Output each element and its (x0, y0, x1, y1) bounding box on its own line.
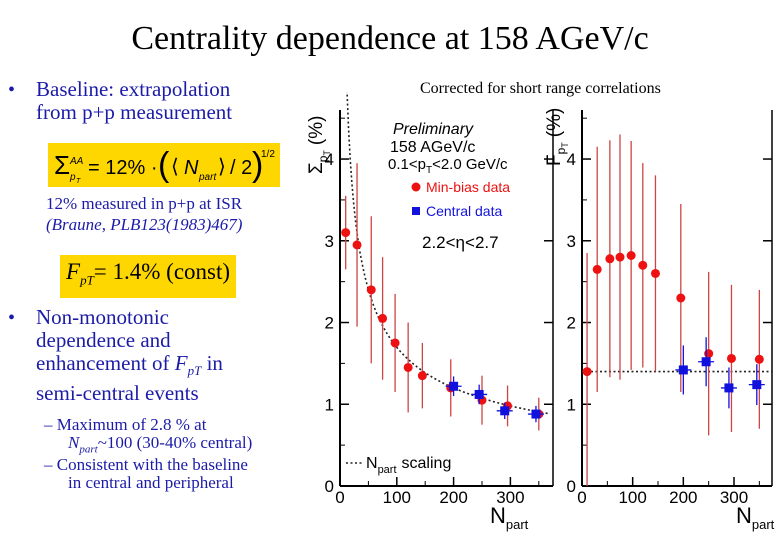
energy-label: 158 AGeV/c (390, 139, 475, 156)
fpt-baseline-highlight: FpT= 1.4% (const) (60, 255, 237, 298)
corrected-label: Corrected for short range correlations (420, 80, 661, 97)
bullet-2-line-2: dependence and (36, 328, 171, 352)
reference-line-2: (Braune, PLB123(1983)467) (46, 215, 243, 234)
data-point-central (531, 409, 541, 419)
formula-right-angle: ⟩ (218, 156, 226, 178)
sub-bullet-1-line-1: – Maximum of 2.8 % at (44, 415, 207, 434)
x-tick-label: 0 (335, 488, 344, 507)
legend-minbias-label: Min-bias data (426, 179, 510, 195)
preliminary-label: Preliminary (393, 121, 474, 138)
bullet-1-text: Baseline: extrapolation from p+p measure… (36, 78, 232, 124)
x-tick-label: 0 (577, 488, 586, 507)
slide-title: Centrality dependence at 158 AGeV/c (131, 20, 649, 57)
legend-central-marker (412, 207, 420, 215)
reference-line-1: 12% measured in p+p at ISR (46, 194, 243, 213)
formula-divisor: / 2 (230, 157, 252, 179)
data-point-minbias (626, 250, 636, 260)
formula-left-paren: ( (158, 146, 170, 184)
bullet-2-line-3: enhancement of FpT in (36, 351, 223, 379)
data-point-minbias (605, 254, 615, 264)
formula-n-sub: part (198, 172, 217, 183)
legend-central-label: Central data (426, 203, 502, 219)
legend-minbias-marker (411, 182, 421, 192)
fpt-chart: 0 1 2 3 4 0 100 200 300 FpT(%) Npart (544, 108, 775, 532)
y-axis-label: FpT(%) (544, 108, 570, 166)
y-tick-label: 4 (567, 150, 576, 169)
formula-sigma: Σ (54, 150, 70, 180)
sub-bullet-1: – Maximum of 2.8 % at Npart~100 (30-40% … (44, 416, 252, 458)
data-point-minbias (676, 293, 686, 303)
y-axis-label: ΣpT(%) (306, 116, 332, 175)
sub-bullet-1-line-2: Npart~100 (30-40% central) (68, 433, 253, 456)
x-axis-label: Npart (490, 503, 529, 532)
sub-bullet-2-line-2: in central and peripheral (68, 473, 234, 492)
x-tick-label: 200 (669, 488, 697, 507)
x-tick-label: 100 (383, 488, 411, 507)
y-tick-label: 0 (325, 477, 334, 496)
data-point-minbias (390, 338, 400, 348)
data-point-minbias (341, 228, 351, 238)
formula-sigma-subsub: T (76, 178, 81, 185)
bullet-2-line-4: semi-central events (36, 381, 199, 406)
data-point-central (449, 381, 459, 391)
data-point-minbias (417, 371, 427, 381)
x-axis-label: Npart (736, 503, 775, 532)
y-tick-label: 1 (325, 395, 334, 414)
data-point-minbias (366, 285, 376, 295)
formula-right-paren: ) (252, 146, 263, 184)
y-tick-label: 3 (325, 232, 334, 251)
data-point-minbias (726, 353, 736, 363)
data-point-minbias (754, 354, 764, 364)
y-tick-label: 4 (325, 150, 334, 169)
data-point-central (724, 383, 734, 393)
x-tick-label: 100 (618, 488, 646, 507)
formula-sigma-sup: AA (69, 156, 84, 167)
x-tick-label: 300 (496, 488, 524, 507)
data-point-minbias (650, 268, 660, 278)
formula-sigma-sub: p (69, 172, 76, 183)
data-point-minbias (378, 313, 388, 323)
fpt-subscript: pT (80, 272, 94, 288)
bullet-2-text: Non-monotonic dependence and enhancement… (36, 306, 223, 405)
bullet-1: • (8, 79, 16, 101)
data-point-minbias (592, 264, 602, 274)
baseline-formula: Σ AA p T = 12% · ( ⟨ N part ⟩ / 2 ) 1/2 (48, 143, 280, 187)
data-point-central (500, 406, 510, 416)
formula-power: 1/2 (261, 149, 275, 160)
sub-bullet-2-line-1: – Consistent with the baseline (44, 455, 248, 474)
y-tick-label: 3 (567, 232, 576, 251)
bullet-2: • (8, 307, 16, 329)
data-point-minbias (403, 362, 413, 372)
data-point-central (752, 380, 762, 390)
data-point-central (701, 357, 711, 367)
baseline-formula-svg: Σ AA p T = 12% · ( ⟨ N part ⟩ / 2 ) 1/2 (54, 146, 275, 185)
sub-bullet-2: – Consistent with the baseline in centra… (44, 456, 248, 492)
formula-left-angle: ⟨ (171, 156, 179, 178)
data-point-minbias (582, 367, 592, 377)
bullet-2-line-1: Non-monotonic (36, 305, 169, 329)
y-tick-label: 1 (567, 395, 576, 414)
y-tick-label: 2 (567, 314, 576, 333)
data-point-minbias (615, 252, 625, 262)
data-point-minbias (352, 240, 362, 250)
sigma-pt-chart: 0 1 2 3 4 0 100 200 300 ΣpT(%) Npart Npart scaling Pr… (306, 92, 554, 532)
x-tick-label: 200 (439, 488, 467, 507)
curve-legend-label: Npart scaling (366, 455, 451, 476)
data-point-minbias (638, 260, 648, 270)
y-tick-label: 0 (567, 477, 576, 496)
data-point-central (678, 365, 688, 375)
baseline-reference: 12% measured in p+p at ISR (Braune, PLB1… (46, 193, 242, 235)
formula-equals: = 12% · (88, 157, 157, 179)
eta-range-label: 2.2<η<2.7 (422, 233, 499, 252)
bullet-1-line-2: from p+p measurement (36, 100, 233, 124)
data-point-central (474, 389, 484, 399)
fpt-symbol: F (66, 259, 81, 284)
bullet-1-line-1: Baseline: extrapolation (36, 77, 231, 101)
formula-n: N (184, 157, 199, 179)
fpt-value: = 1.4% (const) (93, 259, 231, 284)
pt-range-label: 0.1<pT<2.0 GeV/c (388, 156, 508, 176)
x-tick-label: 300 (720, 488, 748, 507)
y-tick-label: 2 (325, 314, 334, 333)
